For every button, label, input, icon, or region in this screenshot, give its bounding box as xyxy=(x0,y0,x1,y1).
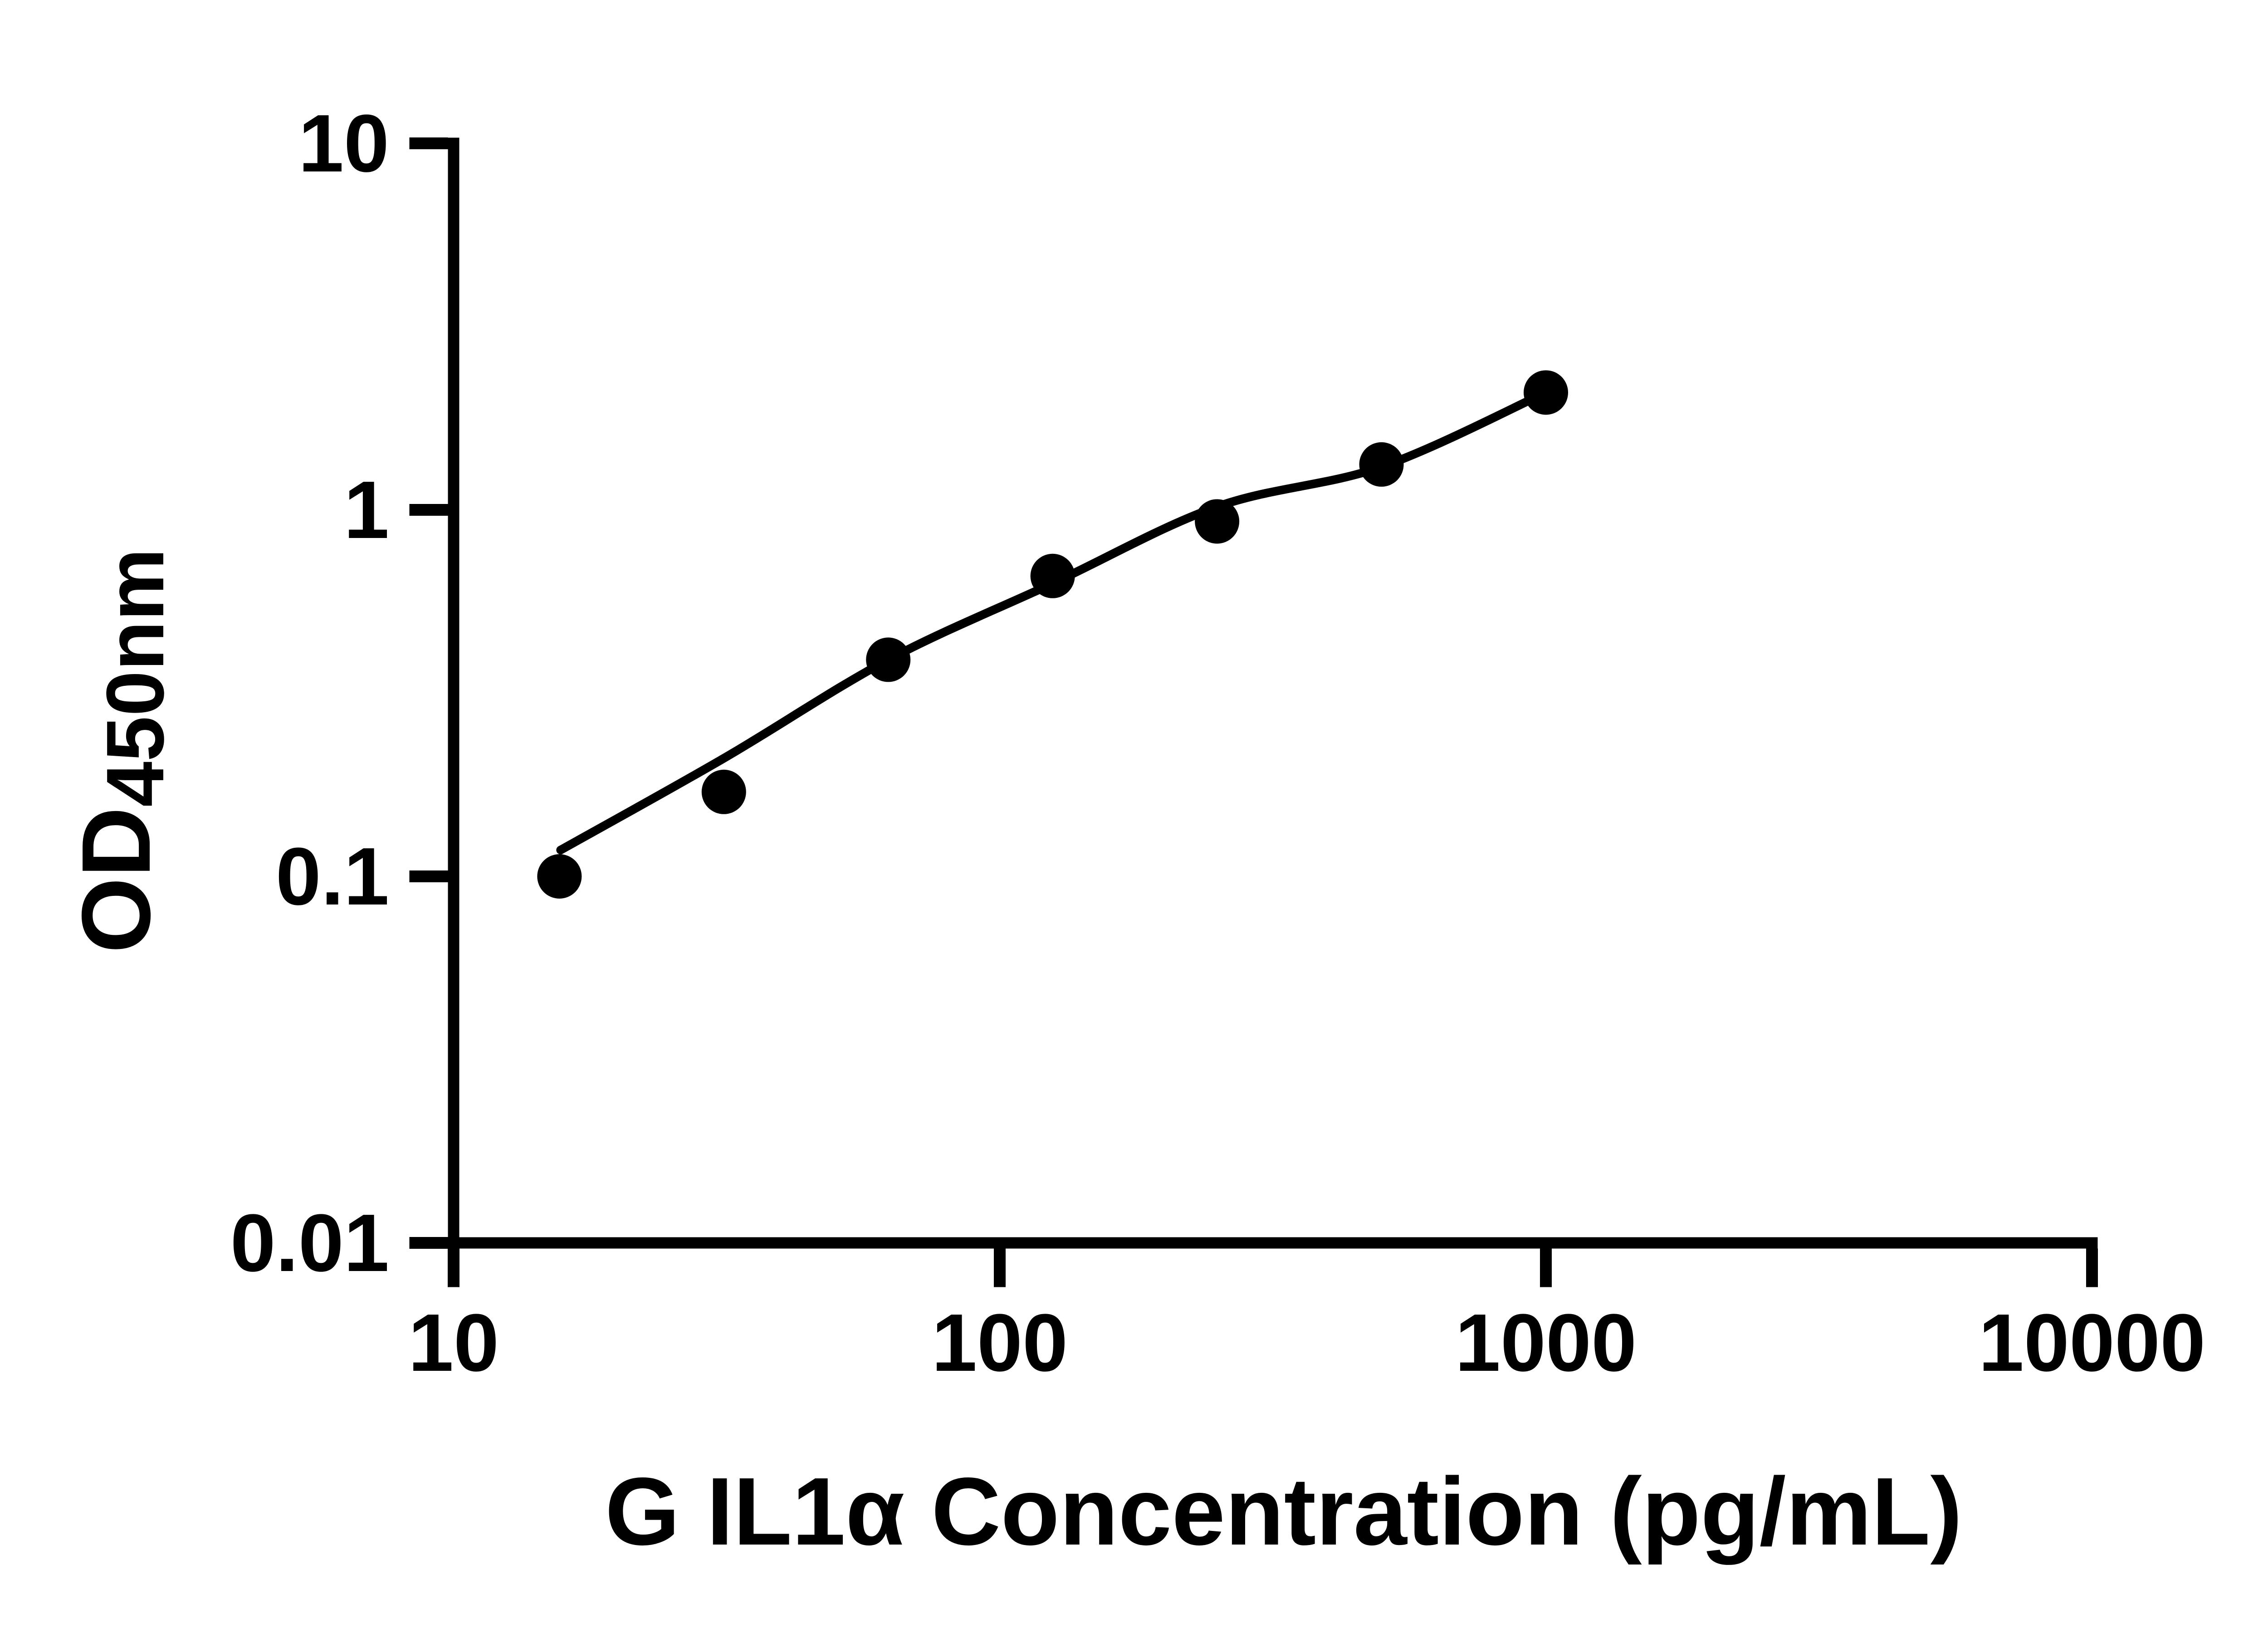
y-axis-title-subscript: 450nm xyxy=(90,548,181,807)
data-point xyxy=(866,637,911,682)
data-point xyxy=(1030,553,1075,598)
data-point xyxy=(537,854,582,899)
x-axis-ticks xyxy=(448,1248,2098,1287)
x-axis-tick-labels: 10 100 1000 10000 xyxy=(408,1297,2205,1389)
y-axis-tick-labels: 10 1 0.1 0.01 xyxy=(230,98,389,1289)
x-axis-title: G IL1α Concentration (pg/mL) xyxy=(605,1457,1962,1565)
y-tick-label: 1 xyxy=(344,464,389,556)
data-point xyxy=(701,769,746,814)
y-tick-label: 0.01 xyxy=(230,1198,389,1289)
data-point xyxy=(1524,370,1568,415)
data-points-layer xyxy=(537,370,1568,899)
y-axis-title-main: OD xyxy=(61,807,171,953)
x-tick-label: 100 xyxy=(932,1297,1068,1389)
y-tick-label: 0.1 xyxy=(276,831,389,922)
data-point xyxy=(1195,499,1240,544)
data-point xyxy=(1359,442,1404,487)
axes xyxy=(448,137,2098,1249)
x-tick-label: 10 xyxy=(408,1297,499,1389)
x-tick-label: 1000 xyxy=(1455,1297,1637,1389)
y-axis-ticks xyxy=(409,137,448,1249)
y-tick-label: 10 xyxy=(298,98,389,189)
y-axis-title: OD450nm xyxy=(61,548,181,953)
x-tick-label: 10000 xyxy=(1979,1297,2206,1389)
